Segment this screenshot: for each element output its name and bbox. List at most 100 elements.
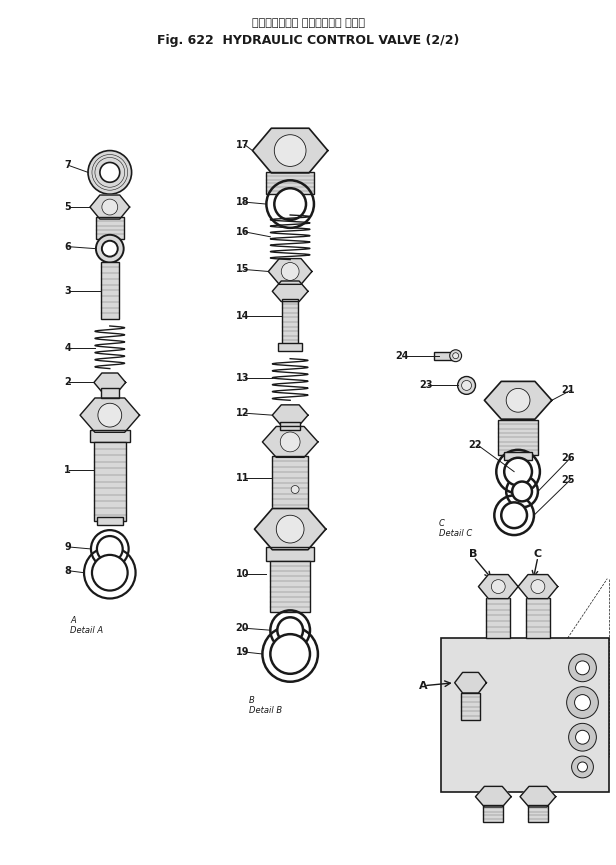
Circle shape [102, 240, 118, 257]
Text: 7: 7 [64, 160, 71, 170]
FancyBboxPatch shape [528, 804, 548, 823]
FancyBboxPatch shape [101, 261, 119, 319]
Text: 19: 19 [236, 647, 249, 657]
Polygon shape [518, 574, 557, 599]
Circle shape [274, 189, 306, 220]
Circle shape [96, 234, 124, 263]
Text: 2: 2 [64, 377, 71, 388]
Circle shape [569, 654, 596, 682]
Circle shape [575, 695, 590, 710]
Text: 1: 1 [64, 465, 71, 475]
Polygon shape [94, 373, 126, 392]
Polygon shape [520, 786, 556, 807]
Text: 4: 4 [64, 343, 71, 353]
Polygon shape [272, 405, 308, 426]
Text: 12: 12 [236, 408, 249, 418]
Text: 18: 18 [236, 197, 249, 207]
Circle shape [274, 135, 306, 166]
Polygon shape [262, 426, 318, 458]
Polygon shape [253, 128, 328, 173]
Circle shape [92, 554, 128, 591]
FancyBboxPatch shape [96, 217, 124, 239]
Text: 3: 3 [64, 286, 71, 297]
Text: 23: 23 [419, 381, 432, 390]
FancyBboxPatch shape [461, 693, 480, 721]
FancyBboxPatch shape [526, 599, 550, 638]
Text: 20: 20 [236, 623, 249, 633]
Text: 24: 24 [395, 350, 408, 361]
Text: ハイドロリック コントロール バルブ: ハイドロリック コントロール バルブ [251, 18, 365, 28]
Circle shape [102, 199, 118, 215]
Text: 14: 14 [236, 311, 249, 321]
FancyBboxPatch shape [266, 172, 314, 194]
Text: Detail A: Detail A [70, 626, 103, 635]
Circle shape [506, 388, 530, 413]
Circle shape [100, 163, 120, 183]
Text: 6: 6 [64, 241, 71, 252]
FancyBboxPatch shape [272, 456, 308, 510]
Text: 5: 5 [64, 202, 71, 212]
Text: 11: 11 [236, 472, 249, 483]
Text: 10: 10 [236, 568, 249, 579]
FancyBboxPatch shape [94, 442, 126, 522]
Circle shape [501, 503, 527, 529]
Circle shape [567, 687, 598, 719]
Text: 25: 25 [562, 475, 575, 484]
Circle shape [572, 756, 593, 778]
Polygon shape [254, 509, 326, 550]
Circle shape [492, 580, 505, 593]
Circle shape [97, 536, 123, 562]
Circle shape [461, 381, 471, 390]
Text: Detail C: Detail C [439, 529, 472, 538]
Circle shape [88, 151, 132, 194]
FancyBboxPatch shape [90, 430, 129, 442]
Text: 13: 13 [236, 374, 249, 383]
Polygon shape [80, 398, 140, 432]
Text: Fig. 622  HYDRAULIC CONTROL VALVE (2/2): Fig. 622 HYDRAULIC CONTROL VALVE (2/2) [157, 34, 459, 47]
Circle shape [512, 482, 532, 502]
Polygon shape [484, 381, 552, 420]
Text: C: C [439, 519, 445, 529]
Polygon shape [476, 786, 511, 807]
Text: B: B [248, 695, 254, 705]
Polygon shape [90, 195, 129, 219]
Circle shape [270, 634, 310, 674]
Text: 17: 17 [236, 139, 249, 150]
FancyBboxPatch shape [270, 561, 310, 612]
Circle shape [450, 349, 461, 362]
Text: 9: 9 [64, 542, 71, 552]
Circle shape [277, 516, 304, 543]
Polygon shape [269, 259, 312, 285]
Circle shape [291, 485, 299, 493]
Text: 15: 15 [236, 265, 249, 274]
FancyBboxPatch shape [498, 420, 538, 455]
FancyBboxPatch shape [97, 517, 123, 525]
Circle shape [282, 263, 299, 280]
Circle shape [98, 403, 122, 427]
Text: C: C [534, 549, 542, 559]
FancyBboxPatch shape [484, 804, 503, 823]
FancyBboxPatch shape [441, 638, 609, 791]
Text: 22: 22 [469, 440, 482, 450]
Text: 26: 26 [562, 452, 575, 463]
Polygon shape [455, 672, 487, 693]
Circle shape [569, 723, 596, 751]
FancyBboxPatch shape [282, 299, 298, 345]
FancyBboxPatch shape [487, 599, 510, 638]
Circle shape [575, 661, 590, 675]
Polygon shape [479, 574, 518, 599]
Circle shape [280, 432, 300, 452]
FancyBboxPatch shape [101, 388, 119, 398]
Text: 21: 21 [562, 386, 575, 395]
Text: 8: 8 [64, 566, 71, 576]
Circle shape [575, 730, 590, 744]
Text: B: B [469, 549, 477, 559]
Text: A: A [70, 617, 76, 625]
Circle shape [277, 618, 303, 643]
Circle shape [458, 376, 476, 394]
Polygon shape [272, 281, 308, 302]
Text: Detail B: Detail B [248, 706, 282, 714]
FancyBboxPatch shape [266, 547, 314, 561]
FancyBboxPatch shape [505, 452, 532, 460]
FancyBboxPatch shape [280, 422, 300, 430]
